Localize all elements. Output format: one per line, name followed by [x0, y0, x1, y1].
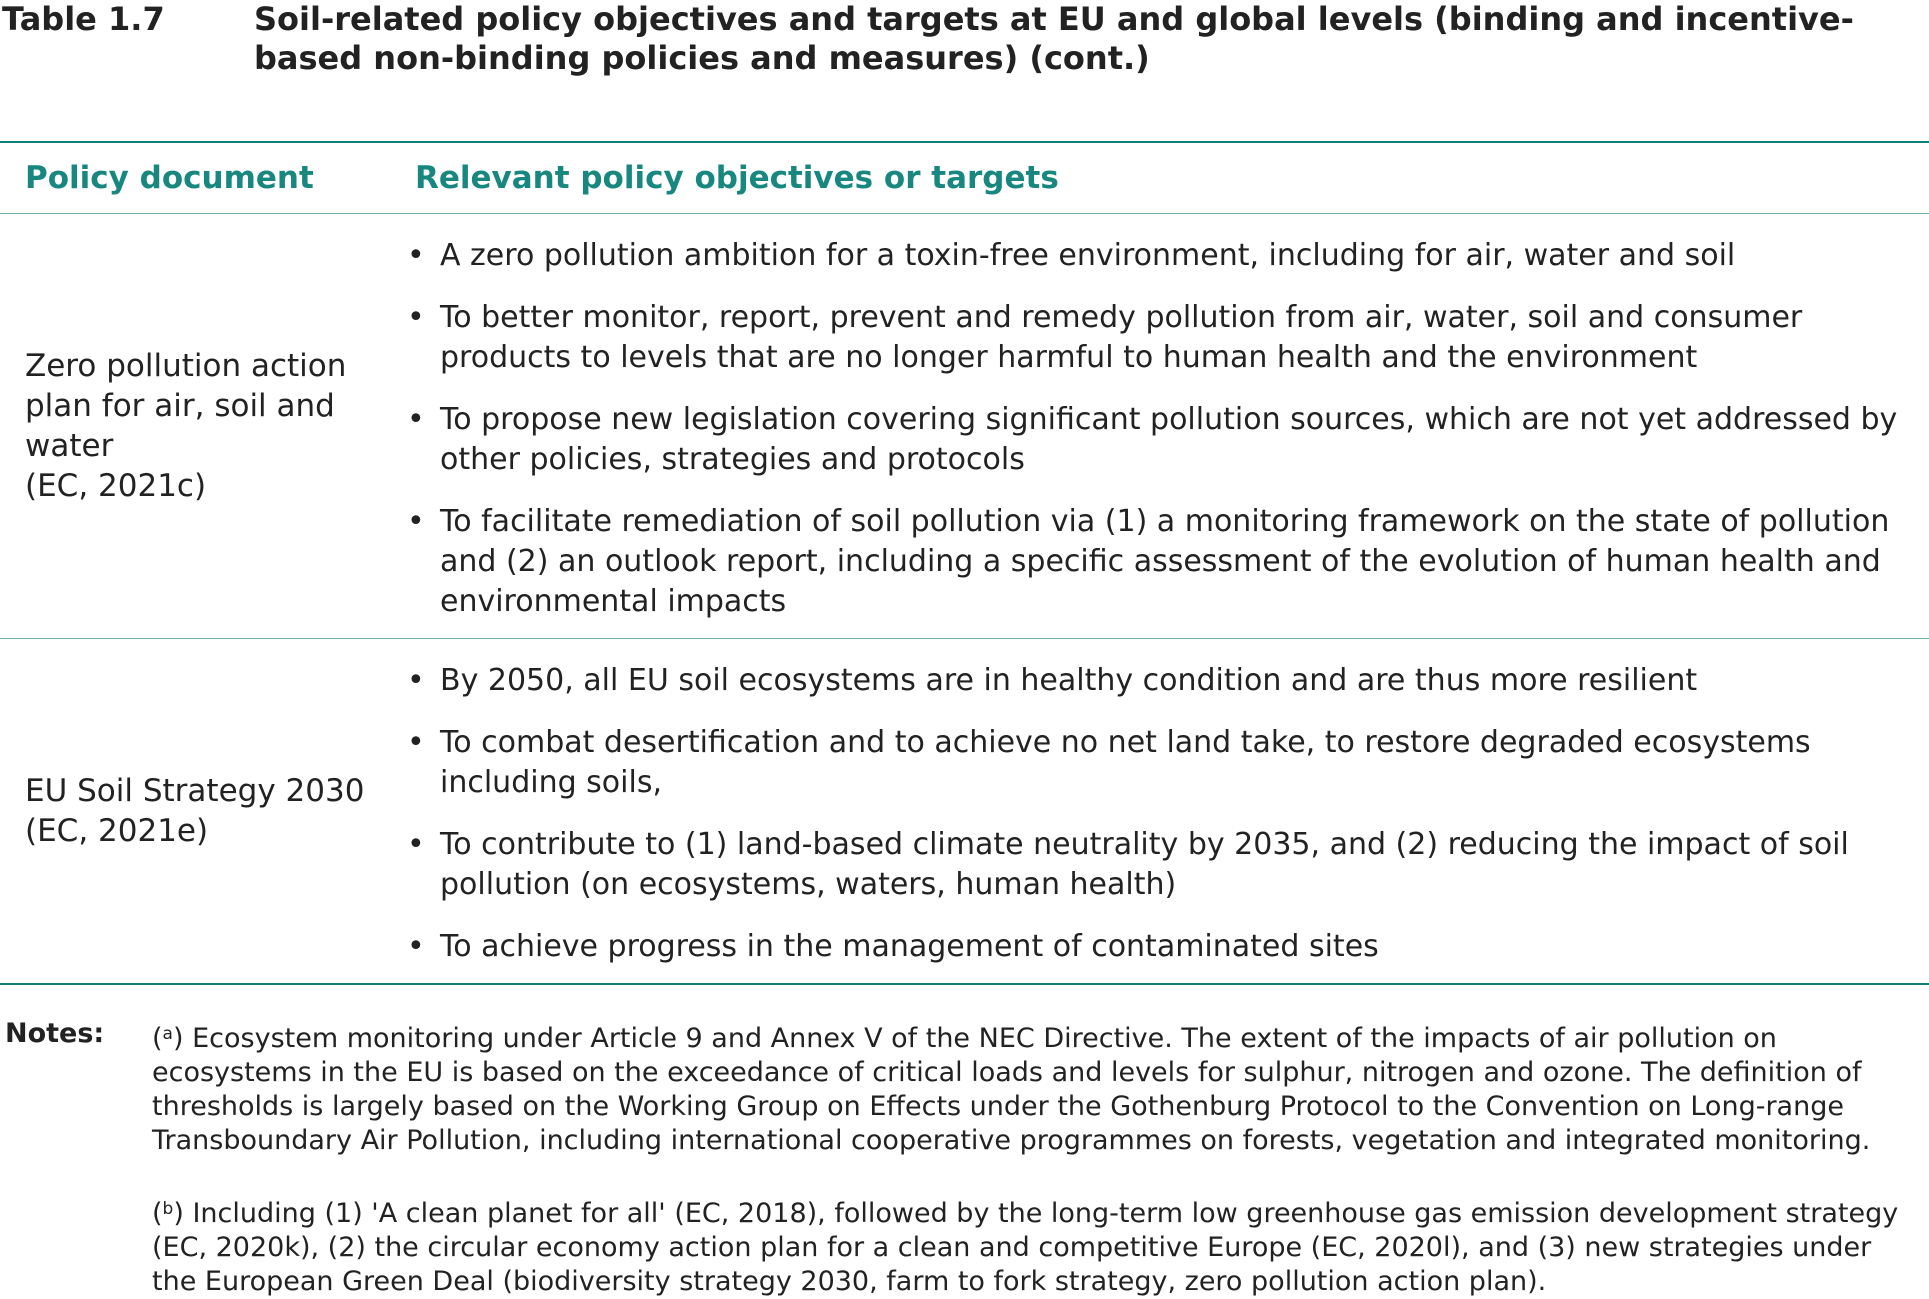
objectives-list: • By 2050, all EU soil ecosystems are in …: [390, 661, 1909, 967]
objective-item: • To facilitate remediation of soil pollu…: [390, 502, 1909, 622]
table-title: Soil-related policy objectives and targe…: [254, 0, 1854, 77]
bullet-icon: •: [407, 402, 425, 437]
objective-item: • To contribute to (1) land-based climate…: [390, 825, 1909, 905]
header-policy-objectives: Relevant policy objectives or targets: [415, 160, 1059, 196]
objective-text: By 2050, all EU soil ecosystems are in h…: [440, 663, 1698, 698]
notes-label: Notes:: [5, 1018, 105, 1049]
objective-item: • By 2050, all EU soil ecosystems are in …: [390, 661, 1909, 701]
policy-document-name: Zero pollution action plan for air, soil…: [25, 348, 347, 504]
objective-item: • To propose new legislation covering sig…: [390, 400, 1909, 480]
policy-document-cell: EU Soil Strategy 2030 (EC, 2021e): [0, 639, 390, 983]
table-header-row: Policy document Relevant policy objectiv…: [0, 143, 1929, 214]
note-marker: b: [162, 1199, 174, 1219]
note-text: Ecosystem monitoring under Article 9 and…: [152, 1023, 1871, 1156]
notes-body: (a) Ecosystem monitoring under Article 9…: [152, 1017, 1929, 1299]
header-policy-document: Policy document: [25, 160, 314, 196]
objective-text: To facilitate remediation of soil pollut…: [440, 504, 1890, 619]
bullet-icon: •: [407, 663, 425, 698]
objectives-list: • A zero pollution ambition for a toxin-f…: [390, 236, 1909, 622]
bullet-icon: •: [407, 504, 425, 539]
table-row: EU Soil Strategy 2030 (EC, 2021e) • By 20…: [0, 638, 1929, 983]
objective-text: To propose new legislation covering sign…: [440, 402, 1898, 477]
notes-section: Notes: (a) Ecosystem monitoring under Ar…: [0, 1017, 1929, 1299]
objective-text: To better monitor, report, prevent and r…: [440, 300, 1803, 375]
note-text: Including (1) 'A clean planet for all' (…: [152, 1198, 1899, 1297]
bullet-icon: •: [407, 725, 425, 760]
objective-text: To achieve progress in the management of…: [440, 929, 1379, 964]
bullet-icon: •: [407, 300, 425, 335]
note-item: (b) Including (1) 'A clean planet for al…: [152, 1198, 1899, 1297]
policy-document-cell: Zero pollution action plan for air, soil…: [0, 214, 390, 638]
bullet-icon: •: [407, 827, 425, 862]
objective-text: A zero pollution ambition for a toxin-fr…: [440, 238, 1736, 273]
objectives-cell: • By 2050, all EU soil ecosystems are in …: [390, 639, 1929, 983]
note-marker: a: [162, 1024, 173, 1044]
objective-item: • To better monitor, report, prevent and …: [390, 298, 1909, 378]
note-item: (a) Ecosystem monitoring under Article 9…: [152, 1023, 1871, 1156]
bullet-icon: •: [407, 929, 425, 964]
table-row: Zero pollution action plan for air, soil…: [0, 214, 1929, 638]
objective-item: • A zero pollution ambition for a toxin-f…: [390, 236, 1909, 276]
policy-table: Policy document Relevant policy objectiv…: [0, 141, 1929, 985]
policy-document-name: EU Soil Strategy 2030 (EC, 2021e): [25, 773, 365, 849]
objective-item: • To combat desertification and to achiev…: [390, 723, 1909, 803]
table-number: Table 1.7: [2, 0, 165, 38]
objectives-cell: • A zero pollution ambition for a toxin-f…: [390, 214, 1929, 638]
bullet-icon: •: [407, 238, 425, 273]
objective-item: • To achieve progress in the management o…: [390, 927, 1909, 967]
table-caption: Table 1.7 Soil-related policy objectives…: [0, 0, 1929, 78]
objective-text: To contribute to (1) land-based climate …: [440, 827, 1849, 902]
objective-text: To combat desertification and to achieve…: [440, 725, 1811, 800]
